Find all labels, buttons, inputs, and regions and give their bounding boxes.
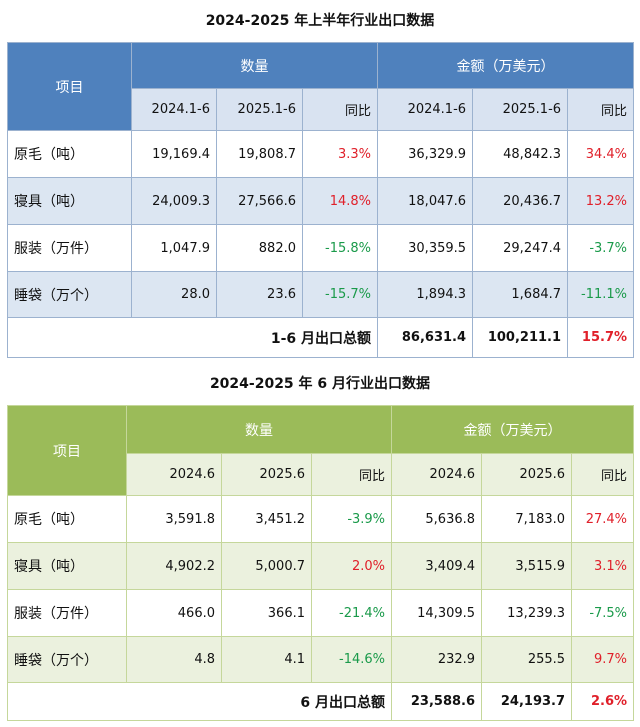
header-quantity: 数量	[125, 405, 393, 454]
table-row: 寝具（吨） 4,902.2 5,000.7 2.0% 3,409.4 3,515…	[7, 542, 635, 590]
subheader-amt-prev: 2024.1-6	[377, 88, 474, 131]
cell: 466.0	[126, 589, 222, 637]
header-amount: 金额（万美元）	[391, 405, 635, 454]
cell-yoy: 34.4%	[567, 130, 635, 178]
total-label: 1-6 月出口总额	[6, 317, 379, 358]
row-label: 寝具（吨）	[7, 177, 132, 225]
subheader-amt-yoy: 同比	[571, 453, 635, 496]
cell: 20,436.7	[472, 177, 569, 225]
cell: 23.6	[216, 271, 303, 318]
cell-yoy: -21.4%	[310, 589, 393, 637]
cell: 19,808.7	[216, 130, 303, 178]
cell: 1,684.7	[472, 271, 569, 318]
cell: 30,359.5	[377, 224, 474, 272]
cell-yoy: 3.1%	[571, 542, 635, 590]
cell: 27,566.6	[216, 177, 303, 225]
cell: 14,309.5	[391, 589, 483, 637]
cell-yoy: 9.7%	[571, 636, 635, 683]
cell-yoy: 3.3%	[301, 130, 379, 178]
table-row: 原毛（吨） 19,169.4 19,808.7 3.3% 36,329.9 48…	[7, 130, 635, 178]
cell-yoy: -7.5%	[571, 589, 635, 637]
total-row: 6 月出口总额 23,588.6 24,193.7 2.6%	[6, 682, 635, 721]
cell-yoy: -11.1%	[567, 271, 635, 318]
table-row: 寝具（吨） 24,009.3 27,566.6 14.8% 18,047.6 2…	[7, 177, 635, 225]
cell: 1,894.3	[377, 271, 474, 318]
subheader-qty-curr: 2025.6	[221, 453, 312, 496]
cell-yoy: -14.6%	[310, 636, 393, 683]
total-prev: 23,588.6	[391, 682, 483, 721]
cell: 3,409.4	[391, 542, 483, 590]
subheader-qty-yoy: 同比	[310, 453, 393, 496]
row-label: 原毛（吨）	[7, 130, 132, 178]
subheader-amt-curr: 2025.6	[481, 453, 573, 496]
cell: 28.0	[131, 271, 217, 318]
row-label: 睡袋（万个）	[7, 636, 127, 683]
cell: 882.0	[216, 224, 303, 272]
cell: 4.8	[126, 636, 222, 683]
row-label: 睡袋（万个）	[7, 271, 132, 318]
header-quantity: 数量	[130, 42, 379, 89]
cell: 36,329.9	[377, 130, 474, 178]
subheader-qty-yoy: 同比	[301, 88, 379, 131]
total-row: 1-6 月出口总额 86,631.4 100,211.1 15.7%	[6, 317, 635, 358]
header-item: 项目	[7, 405, 127, 496]
cell: 1,047.9	[131, 224, 217, 272]
header-item: 项目	[7, 42, 132, 131]
cell: 18,047.6	[377, 177, 474, 225]
cell-yoy: -15.8%	[301, 224, 379, 272]
cell: 19,169.4	[131, 130, 217, 178]
cell: 7,183.0	[481, 495, 573, 543]
table-row: 原毛（吨） 3,591.8 3,451.2 -3.9% 5,636.8 7,18…	[7, 495, 635, 543]
subheader-qty-prev: 2024.1-6	[131, 88, 217, 131]
cell-yoy: -3.9%	[310, 495, 393, 543]
cell: 4,902.2	[126, 542, 222, 590]
cell: 13,239.3	[481, 589, 573, 637]
table-row: 睡袋（万个） 4.8 4.1 -14.6% 232.9 255.5 9.7%	[7, 636, 635, 683]
cell-yoy: -3.7%	[567, 224, 635, 272]
cell: 366.1	[221, 589, 312, 637]
row-label: 服装（万件）	[7, 589, 127, 637]
total-prev: 86,631.4	[377, 317, 474, 358]
subheader-amt-yoy: 同比	[567, 88, 635, 131]
cell-yoy: 14.8%	[301, 177, 379, 225]
table-row: 服装（万件） 466.0 366.1 -21.4% 14,309.5 13,23…	[7, 589, 635, 637]
subheader-qty-prev: 2024.6	[126, 453, 222, 496]
cell: 24,009.3	[131, 177, 217, 225]
cell: 3,451.2	[221, 495, 312, 543]
header-amount: 金额（万美元）	[377, 42, 635, 89]
subheader-amt-curr: 2025.1-6	[472, 88, 569, 131]
table-row: 睡袋（万个） 28.0 23.6 -15.7% 1,894.3 1,684.7 …	[7, 271, 635, 318]
row-label: 原毛（吨）	[7, 495, 127, 543]
table1-title: 2024-2025 年上半年行业出口数据	[205, 13, 435, 29]
cell: 255.5	[481, 636, 573, 683]
cell: 3,591.8	[126, 495, 222, 543]
subheader-qty-curr: 2025.1-6	[216, 88, 303, 131]
total-label: 6 月出口总额	[6, 682, 393, 721]
table2-title: 2024-2025 年 6 月行业出口数据	[209, 376, 431, 392]
total-curr: 100,211.1	[472, 317, 569, 358]
cell: 29,247.4	[472, 224, 569, 272]
subheader-amt-prev: 2024.6	[391, 453, 483, 496]
total-curr: 24,193.7	[481, 682, 573, 721]
export-table-h1: 项目 数量 金额（万美元） 2024.1-6 2025.1-6 同比 2024.…	[6, 42, 635, 358]
cell: 48,842.3	[472, 130, 569, 178]
cell: 232.9	[391, 636, 483, 683]
row-label: 服装（万件）	[7, 224, 132, 272]
cell-yoy: -15.7%	[301, 271, 379, 318]
cell: 3,515.9	[481, 542, 573, 590]
cell: 5,000.7	[221, 542, 312, 590]
cell: 5,636.8	[391, 495, 483, 543]
export-table-june: 项目 数量 金额（万美元） 2024.6 2025.6 同比 2024.6 20…	[6, 405, 635, 721]
table-row: 服装（万件） 1,047.9 882.0 -15.8% 30,359.5 29,…	[7, 224, 635, 272]
cell-yoy: 27.4%	[571, 495, 635, 543]
cell-yoy: 13.2%	[567, 177, 635, 225]
total-yoy: 2.6%	[571, 682, 635, 721]
row-label: 寝具（吨）	[7, 542, 127, 590]
cell: 4.1	[221, 636, 312, 683]
total-yoy: 15.7%	[567, 317, 635, 358]
cell-yoy: 2.0%	[310, 542, 393, 590]
